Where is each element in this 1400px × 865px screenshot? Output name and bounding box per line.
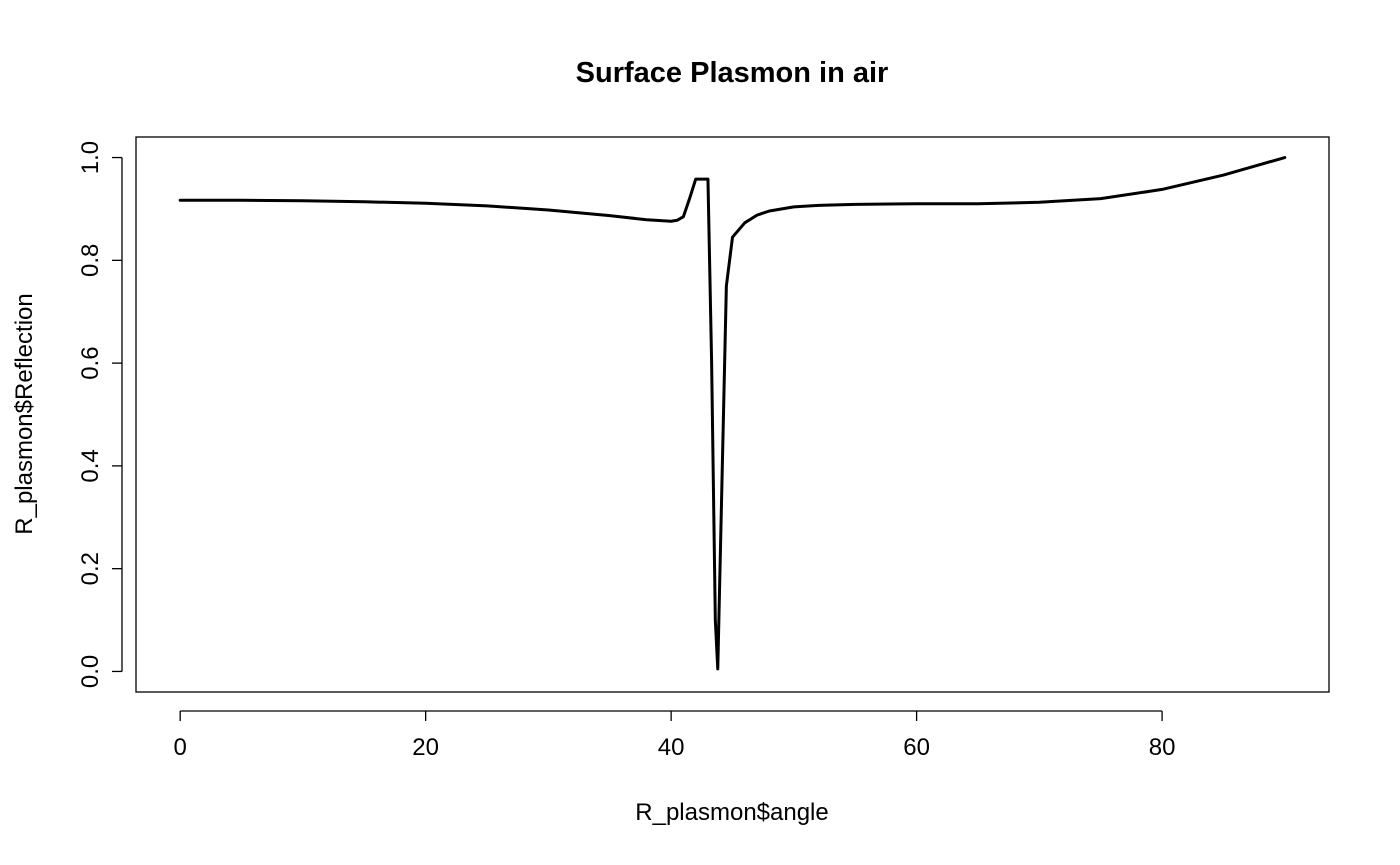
y-axis-label: R_plasmon$Reflection xyxy=(11,293,38,534)
y-tick-label: 0.4 xyxy=(77,449,104,482)
y-tick-label: 1.0 xyxy=(77,141,104,174)
x-tick-label: 80 xyxy=(1149,734,1176,761)
series-layer xyxy=(178,156,1287,671)
x-tick-label: 60 xyxy=(903,734,930,761)
x-tick-label: 40 xyxy=(658,734,685,761)
y-tick-label: 0.8 xyxy=(77,244,104,277)
y-tick-label: 0.2 xyxy=(77,552,104,585)
series-line-reflection xyxy=(178,156,1287,671)
y-axis: 0.0 0.2 0.4 0.6 0.8 1.0 xyxy=(77,141,123,688)
x-tick-label: 20 xyxy=(412,734,439,761)
x-axis: 0 20 40 60 80 xyxy=(174,710,1176,761)
chart-title: Surface Plasmon in air xyxy=(576,57,889,89)
x-tick-label: 0 xyxy=(174,734,187,761)
plot-area-frame xyxy=(135,136,1330,693)
y-tick-label: 0.6 xyxy=(77,346,104,379)
x-axis-label: R_plasmon$angle xyxy=(635,799,828,826)
y-tick-label: 0.0 xyxy=(77,655,104,688)
